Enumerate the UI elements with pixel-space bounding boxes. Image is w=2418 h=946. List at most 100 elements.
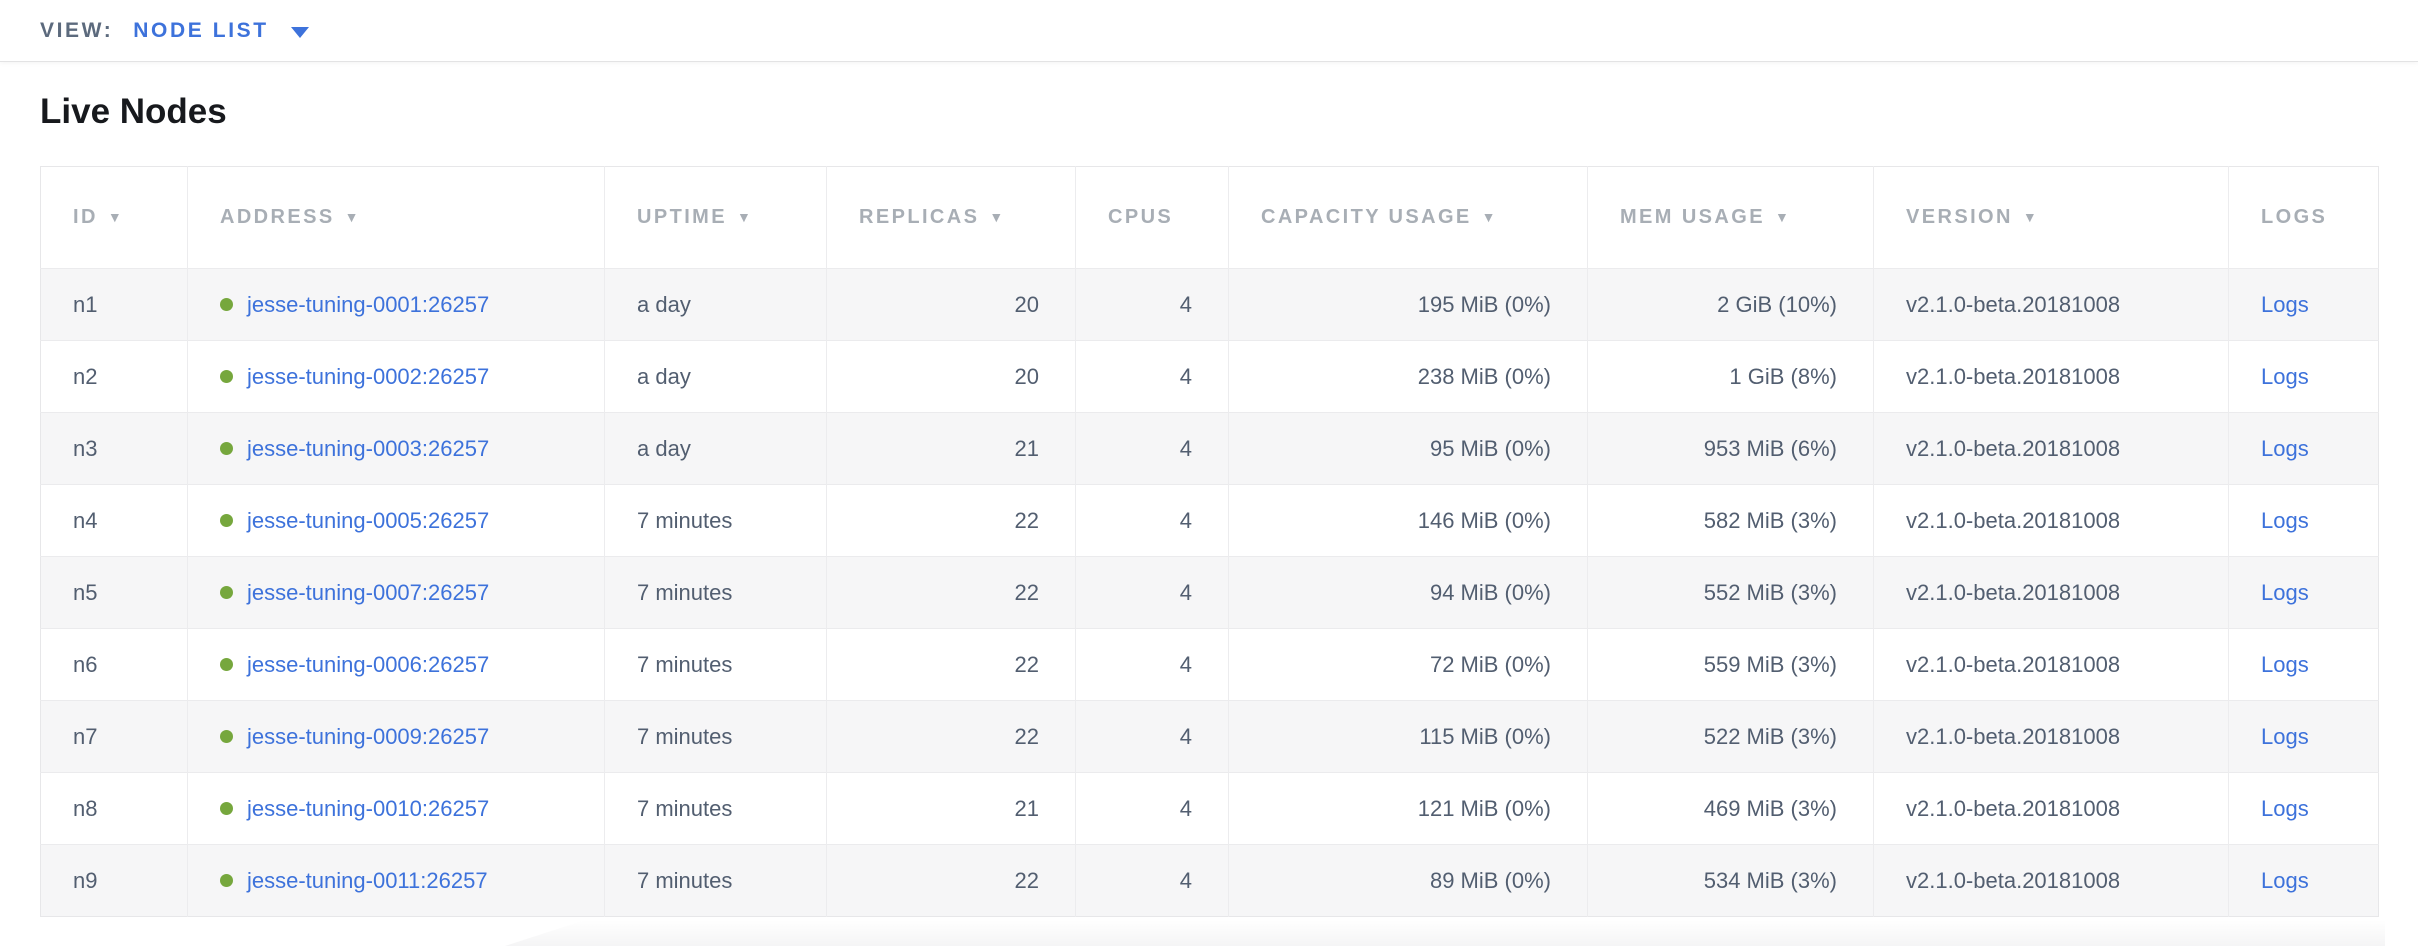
column-header-replicas[interactable]: REPLICAS ▼	[826, 166, 1076, 269]
column-header-id[interactable]: ID ▼	[40, 166, 188, 269]
column-header-logs: LOGS	[2228, 166, 2379, 269]
cell-replicas: 20	[826, 268, 1076, 341]
table-row: n8 jesse-tuning-0010:26257 7 minutes 21 4 121…	[40, 772, 2379, 845]
cell-capacity: 72 MiB (0%)	[1228, 628, 1588, 701]
cell-id: n6	[40, 628, 188, 701]
node-healthy-dot-icon	[220, 873, 233, 887]
table-row: n9 jesse-tuning-0011:26257 7 minutes 22 4 89 …	[40, 844, 2379, 917]
cell-version: v2.1.0-beta.20181008	[1873, 700, 2229, 773]
cell-version: v2.1.0-beta.20181008	[1873, 268, 2229, 341]
node-address-link[interactable]: jesse-tuning-0011:26257	[247, 867, 488, 893]
cell-uptime: 7 minutes	[604, 556, 827, 629]
cell-id: n7	[40, 700, 188, 773]
cell-mem: 953 MiB (6%)	[1587, 412, 1874, 485]
cell-capacity: 89 MiB (0%)	[1228, 844, 1588, 917]
node-logs-link[interactable]: Logs	[2261, 507, 2309, 533]
cell-mem: 552 MiB (3%)	[1587, 556, 1874, 629]
cell-version: v2.1.0-beta.20181008	[1873, 628, 2229, 701]
cell-address: jesse-tuning-0001:26257	[187, 268, 605, 341]
cell-replicas: 21	[826, 772, 1076, 845]
cell-version: v2.1.0-beta.20181008	[1873, 556, 2229, 629]
node-logs-link[interactable]: Logs	[2261, 651, 2309, 677]
view-selector-dropdown[interactable]: NODE LIST	[133, 19, 309, 43]
cell-cpus: 4	[1075, 412, 1229, 485]
cell-mem: 1 GiB (8%)	[1587, 340, 1874, 413]
node-address-link[interactable]: jesse-tuning-0010:26257	[247, 795, 490, 821]
cell-capacity: 94 MiB (0%)	[1228, 556, 1588, 629]
cell-uptime: a day	[604, 412, 827, 485]
node-logs-link[interactable]: Logs	[2261, 291, 2309, 317]
cell-logs: Logs	[2228, 268, 2379, 341]
sort-desc-icon: ▼	[1774, 209, 1792, 225]
page-title: Live Nodes	[40, 92, 227, 131]
node-address-link[interactable]: jesse-tuning-0005:26257	[247, 507, 490, 533]
cell-mem: 2 GiB (10%)	[1587, 268, 1874, 341]
column-header-label: MEM USAGE	[1620, 206, 1765, 228]
cell-id: n5	[40, 556, 188, 629]
column-header-cpus: CPUS	[1075, 166, 1229, 269]
cell-replicas: 22	[826, 844, 1076, 917]
node-healthy-dot-icon	[220, 657, 233, 671]
node-address-link[interactable]: jesse-tuning-0003:26257	[247, 435, 490, 461]
table-row: n4 jesse-tuning-0005:26257 7 minutes 22 4 146…	[40, 484, 2379, 557]
cell-address: jesse-tuning-0009:26257	[187, 700, 605, 773]
cell-id: n9	[40, 844, 188, 917]
cell-replicas: 22	[826, 484, 1076, 557]
cell-capacity: 238 MiB (0%)	[1228, 340, 1588, 413]
node-healthy-dot-icon	[220, 513, 233, 527]
column-header-capacity[interactable]: CAPACITY USAGE ▼	[1228, 166, 1588, 269]
cell-cpus: 4	[1075, 484, 1229, 557]
cell-id: n2	[40, 340, 188, 413]
cell-address: jesse-tuning-0011:26257	[187, 844, 605, 917]
sort-desc-icon: ▼	[2022, 209, 2040, 225]
cell-logs: Logs	[2228, 556, 2379, 629]
cell-id: n4	[40, 484, 188, 557]
chevron-down-icon	[290, 26, 309, 38]
cell-capacity: 95 MiB (0%)	[1228, 412, 1588, 485]
node-logs-link[interactable]: Logs	[2261, 435, 2309, 461]
node-address-link[interactable]: jesse-tuning-0006:26257	[247, 651, 490, 677]
cell-version: v2.1.0-beta.20181008	[1873, 844, 2229, 917]
column-header-mem[interactable]: MEM USAGE ▼	[1587, 166, 1874, 269]
cell-uptime: 7 minutes	[604, 484, 827, 557]
sort-desc-icon: ▼	[107, 209, 125, 225]
cell-mem: 534 MiB (3%)	[1587, 844, 1874, 917]
main-content: Live Nodes ID ▼ ADDRESS ▼ UPTIME ▼ REPLICAS ▼ CP…	[0, 92, 2418, 917]
bottom-edge-shadow	[505, 920, 2385, 946]
node-logs-link[interactable]: Logs	[2261, 579, 2309, 605]
node-logs-link[interactable]: Logs	[2261, 723, 2309, 749]
cell-version: v2.1.0-beta.20181008	[1873, 772, 2229, 845]
sort-desc-icon: ▼	[736, 209, 754, 225]
node-address-link[interactable]: jesse-tuning-0001:26257	[247, 291, 490, 317]
table-row: n7 jesse-tuning-0009:26257 7 minutes 22 4 115…	[40, 700, 2379, 773]
cell-logs: Logs	[2228, 340, 2379, 413]
node-healthy-dot-icon	[220, 801, 233, 815]
cell-mem: 582 MiB (3%)	[1587, 484, 1874, 557]
cell-address: jesse-tuning-0003:26257	[187, 412, 605, 485]
node-logs-link[interactable]: Logs	[2261, 795, 2309, 821]
cell-cpus: 4	[1075, 700, 1229, 773]
column-header-version[interactable]: VERSION ▼	[1873, 166, 2229, 269]
node-logs-link[interactable]: Logs	[2261, 363, 2309, 389]
cell-version: v2.1.0-beta.20181008	[1873, 340, 2229, 413]
column-header-label: CAPACITY USAGE	[1261, 206, 1472, 228]
node-address-link[interactable]: jesse-tuning-0007:26257	[247, 579, 490, 605]
column-header-address[interactable]: ADDRESS ▼	[187, 166, 605, 269]
cell-address: jesse-tuning-0006:26257	[187, 628, 605, 701]
cell-address: jesse-tuning-0005:26257	[187, 484, 605, 557]
cell-replicas: 22	[826, 700, 1076, 773]
column-header-label: LOGS	[2261, 206, 2328, 228]
cell-cpus: 4	[1075, 340, 1229, 413]
table-row: n3 jesse-tuning-0003:26257 a day 21 4 95 MiB …	[40, 412, 2379, 485]
node-address-link[interactable]: jesse-tuning-0009:26257	[247, 723, 490, 749]
table-row: n2 jesse-tuning-0002:26257 a day 20 4 238 MiB…	[40, 340, 2379, 413]
cell-replicas: 22	[826, 628, 1076, 701]
node-healthy-dot-icon	[220, 729, 233, 743]
cell-mem: 469 MiB (3%)	[1587, 772, 1874, 845]
table-header-row: ID ▼ ADDRESS ▼ UPTIME ▼ REPLICAS ▼ CPUS CAPACITY …	[40, 166, 2379, 269]
node-logs-link[interactable]: Logs	[2261, 867, 2309, 893]
node-address-link[interactable]: jesse-tuning-0002:26257	[247, 363, 490, 389]
column-header-uptime[interactable]: UPTIME ▼	[604, 166, 827, 269]
node-healthy-dot-icon	[220, 585, 233, 599]
cell-cpus: 4	[1075, 844, 1229, 917]
